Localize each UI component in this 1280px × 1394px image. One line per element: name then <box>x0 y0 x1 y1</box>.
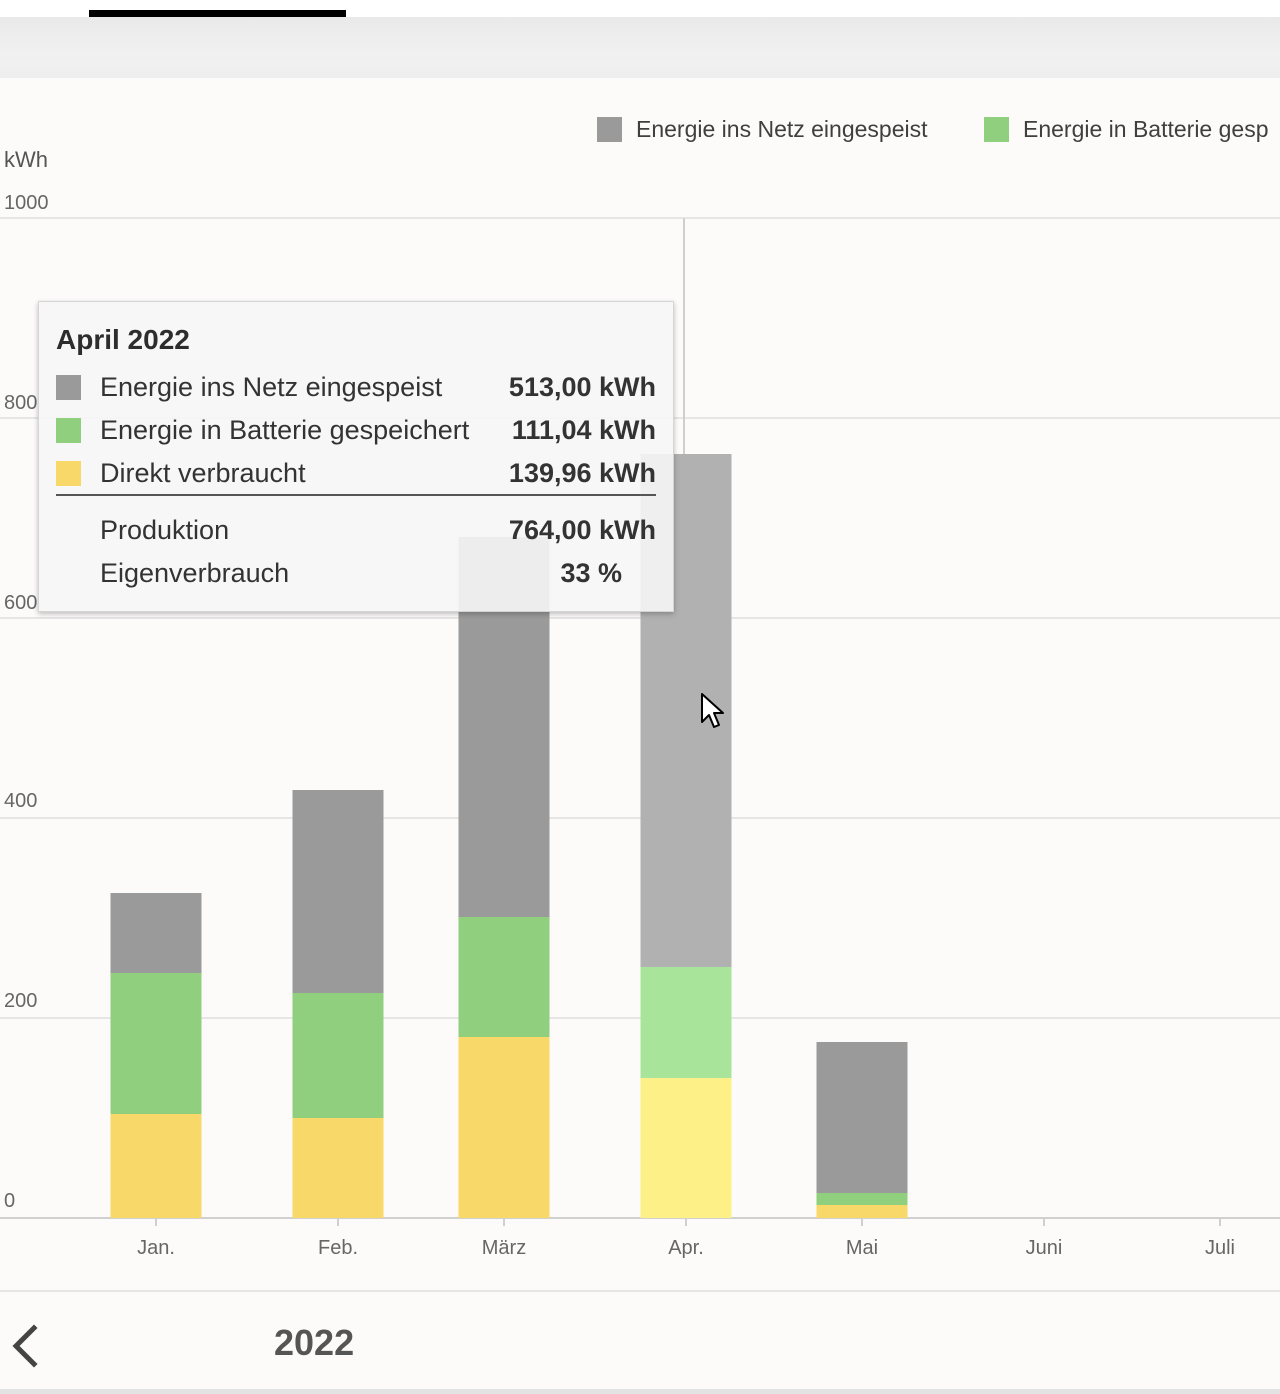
bar-segment[interactable] <box>458 917 550 1037</box>
y-tick-label: 800 <box>4 392 38 414</box>
tooltip-label: Energie in Batterie gespeichert <box>100 415 470 445</box>
tooltip-row-produktion: Produktion 764,00 kWh <box>56 515 656 547</box>
tooltip-total-value: 33 % <box>560 558 622 588</box>
active-tab-indicator[interactable] <box>89 10 346 17</box>
legend-label-netz: Energie ins Netz eingespeist <box>636 116 928 142</box>
x-tick-label: Juni <box>1025 1237 1063 1259</box>
tooltip-total-label: Eigenverbrauch <box>100 558 290 588</box>
x-tick-label: März <box>481 1237 527 1259</box>
tooltip-value: 111,04 kWh <box>511 415 656 445</box>
x-tick-label: Apr. <box>668 1237 704 1259</box>
tooltip-title: April 2022 <box>56 324 190 355</box>
tooltip-row-batterie: Energie in Batterie gespeichert 111,04 k… <box>56 415 656 447</box>
tooltip-divider <box>56 494 656 496</box>
bar-segment[interactable] <box>640 967 732 1079</box>
bar-segment[interactable] <box>640 1078 732 1218</box>
toolbar <box>0 17 1280 78</box>
tooltip-swatch-direkt <box>56 461 81 486</box>
y-tick-label: 200 <box>4 990 38 1012</box>
tooltip-row-netz: Energie ins Netz eingespeist 513,00 kWh <box>56 372 656 404</box>
year-navigation: 2022 <box>0 1290 1280 1394</box>
tooltip-swatch-netz <box>56 375 81 400</box>
bar-segment[interactable] <box>292 790 384 993</box>
chart-tooltip: April 2022 Energie ins Netz eingespeist … <box>38 301 674 612</box>
legend-swatch-batterie <box>984 117 1009 142</box>
tooltip-total-label: Produktion <box>100 515 230 545</box>
tooltip-row-direkt: Direkt verbraucht 139,96 kWh <box>56 458 656 490</box>
bar-segment[interactable] <box>816 1193 908 1205</box>
x-tick-label: Jan. <box>137 1237 175 1259</box>
y-tick-label: 1000 <box>4 192 49 214</box>
bar-chart-plot[interactable] <box>0 0 1280 1290</box>
tooltip-value: 513,00 kWh <box>508 372 656 402</box>
legend-item-batterie[interactable]: Energie in Batterie gesp <box>984 116 1269 143</box>
bar-segment[interactable] <box>458 1037 550 1218</box>
tooltip-value: 139,96 kWh <box>508 458 656 488</box>
legend-swatch-netz <box>597 117 622 142</box>
tooltip-label: Direkt verbraucht <box>100 458 306 488</box>
x-tick-label: Juli <box>1204 1237 1236 1259</box>
previous-year-button[interactable] <box>4 1314 48 1374</box>
y-tick-label: 400 <box>4 790 38 812</box>
year-label: 2022 <box>274 1322 355 1363</box>
x-tick-label: Feb. <box>317 1237 359 1259</box>
chevron-left-icon <box>12 1324 38 1368</box>
tooltip-label: Energie ins Netz eingespeist <box>100 372 443 402</box>
tooltip-swatch-batterie <box>56 418 81 443</box>
tooltip-total-value: 764,00 kWh <box>508 515 656 545</box>
bar-segment[interactable] <box>110 1114 202 1218</box>
bar-segment[interactable] <box>816 1205 908 1218</box>
y-tick-label: 0 <box>4 1190 16 1212</box>
chart-panel <box>0 78 1280 1290</box>
legend-item-netz[interactable]: Energie ins Netz eingespeist <box>597 116 928 143</box>
bar-segment[interactable] <box>292 1118 384 1218</box>
tooltip-row-eigenverbrauch: Eigenverbrauch 33 % <box>56 558 656 590</box>
bar-segment[interactable] <box>110 973 202 1114</box>
bar-segment[interactable] <box>292 993 384 1118</box>
y-axis-unit: kWh <box>4 147 48 172</box>
bottom-edge <box>0 1389 1280 1394</box>
bar-segment[interactable] <box>816 1042 908 1193</box>
y-tick-label: 600 <box>4 592 38 614</box>
x-tick-label: Mai <box>845 1237 879 1259</box>
mouse-cursor-icon <box>701 693 724 728</box>
bar-segment[interactable] <box>110 893 202 973</box>
legend-label-batterie: Energie in Batterie gesp <box>1023 116 1269 142</box>
